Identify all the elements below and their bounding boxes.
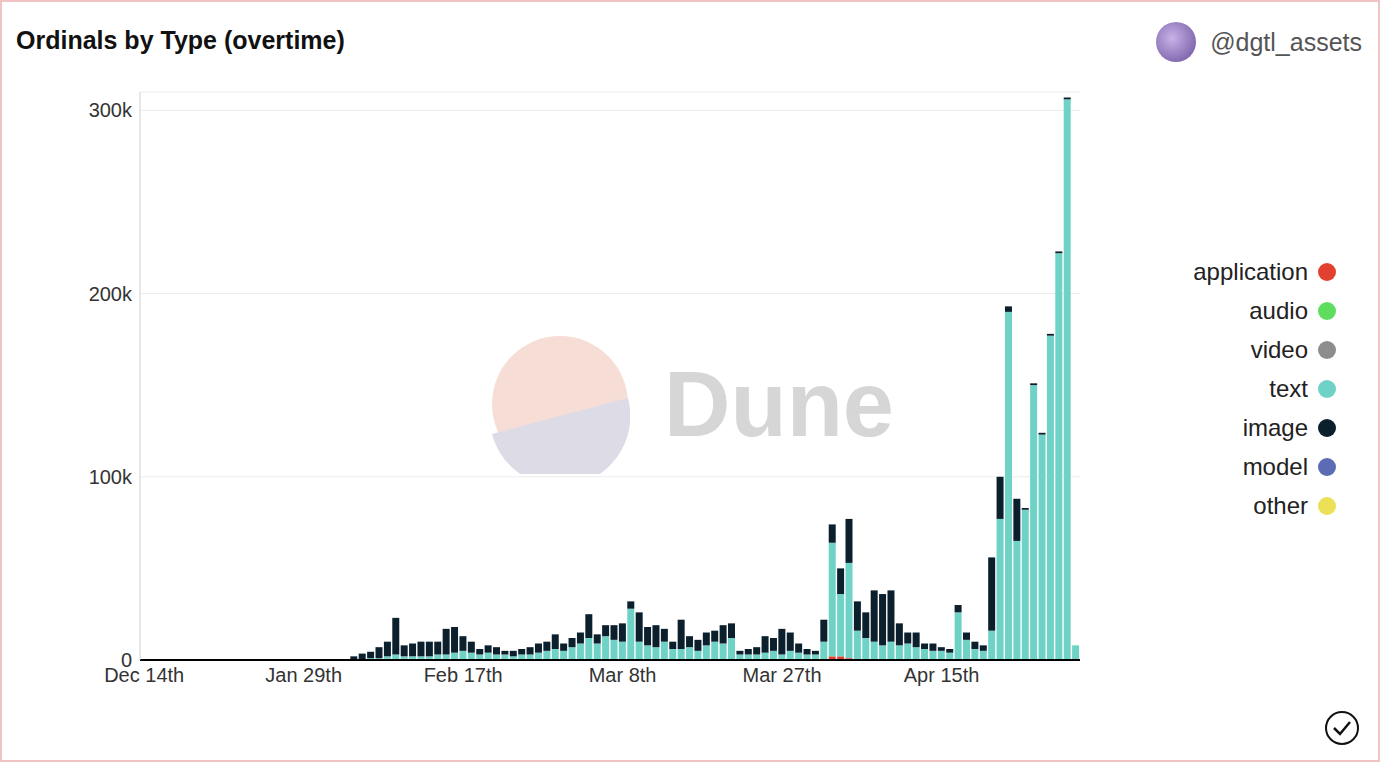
svg-text:Dec 14th: Dec 14th <box>104 664 184 686</box>
svg-text:Jan 29th: Jan 29th <box>265 664 342 686</box>
html-text:Ordinals by Type (overtime): Ordinals by Type (overtime) <box>16 26 345 54</box>
svg-text:0: 0 <box>121 649 132 671</box>
html-text:Dune: Dune <box>664 352 894 455</box>
html-text:application: application <box>1193 257 1308 285</box>
svg-text:100k: 100k <box>89 466 133 488</box>
svg-text:300k: 300k <box>89 99 133 121</box>
html-text:image: image <box>1242 413 1308 441</box>
html-text:audio: audio <box>1249 296 1308 324</box>
svg-text:Mar 27th: Mar 27th <box>743 664 822 686</box>
svg-text:200k: 200k <box>89 283 133 305</box>
svg-text:Apr 15th: Apr 15th <box>904 664 980 686</box>
svg-text:Feb 17th: Feb 17th <box>424 664 503 686</box>
svg-text:Mar 8th: Mar 8th <box>589 664 657 686</box>
html-text:@dgtl_assets: @dgtl_assets <box>1210 27 1362 56</box>
html-text:model: model <box>1242 452 1308 480</box>
html-text:video: video <box>1250 335 1308 363</box>
html-text:other: other <box>1253 491 1308 519</box>
html-text:text: text <box>1269 374 1308 402</box>
